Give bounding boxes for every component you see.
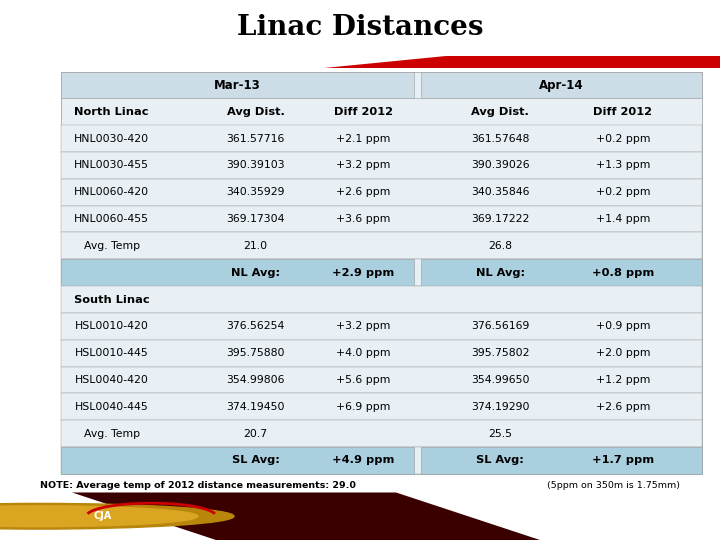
FancyBboxPatch shape: [61, 340, 702, 367]
Text: SL Avg:: SL Avg:: [232, 455, 279, 465]
Text: NL Avg:: NL Avg:: [231, 268, 280, 278]
Text: +0.2 ppm: +0.2 ppm: [595, 187, 650, 197]
Text: 369.17222: 369.17222: [471, 214, 530, 224]
Text: HNL0060-420: HNL0060-420: [74, 187, 149, 197]
Text: +0.2 ppm: +0.2 ppm: [595, 133, 650, 144]
Text: 21.0: 21.0: [243, 241, 268, 251]
Text: Jefferson Lab: Jefferson Lab: [578, 514, 677, 526]
Text: +3.6 ppm: +3.6 ppm: [336, 214, 391, 224]
Polygon shape: [324, 56, 720, 68]
FancyBboxPatch shape: [61, 313, 702, 340]
Text: +2.6 ppm: +2.6 ppm: [336, 187, 391, 197]
Text: +2.9 ppm: +2.9 ppm: [333, 268, 395, 278]
FancyBboxPatch shape: [421, 259, 702, 286]
Circle shape: [0, 506, 198, 526]
FancyBboxPatch shape: [61, 152, 702, 179]
Text: +1.3 ppm: +1.3 ppm: [595, 160, 650, 171]
Text: 390.39026: 390.39026: [471, 160, 530, 171]
FancyBboxPatch shape: [61, 447, 414, 474]
FancyBboxPatch shape: [61, 98, 702, 125]
Text: 340.35846: 340.35846: [471, 187, 530, 197]
Text: HSL0040-420: HSL0040-420: [75, 375, 148, 385]
Text: 361.57716: 361.57716: [226, 133, 285, 144]
Text: +0.8 ppm: +0.8 ppm: [592, 268, 654, 278]
Text: +3.2 ppm: +3.2 ppm: [336, 160, 391, 171]
Text: HNL0030-455: HNL0030-455: [74, 160, 149, 171]
Text: +5.6 ppm: +5.6 ppm: [336, 375, 391, 385]
Text: Diff 2012: Diff 2012: [593, 107, 652, 117]
Text: Avg Dist.: Avg Dist.: [227, 107, 284, 117]
Text: 374.19290: 374.19290: [471, 402, 530, 412]
FancyBboxPatch shape: [61, 367, 702, 393]
FancyBboxPatch shape: [61, 206, 702, 233]
Text: Mar-13: Mar-13: [215, 78, 261, 91]
Text: Apr-14: Apr-14: [539, 78, 584, 91]
FancyBboxPatch shape: [61, 233, 702, 259]
Text: South Linac: South Linac: [73, 294, 150, 305]
Text: +1.2 ppm: +1.2 ppm: [595, 375, 650, 385]
FancyBboxPatch shape: [61, 72, 702, 474]
Text: Avg Dist.: Avg Dist.: [472, 107, 529, 117]
FancyBboxPatch shape: [61, 125, 702, 152]
FancyBboxPatch shape: [61, 286, 702, 313]
Text: Avg. Temp: Avg. Temp: [84, 241, 140, 251]
FancyBboxPatch shape: [61, 72, 414, 98]
Text: 390.39103: 390.39103: [226, 160, 285, 171]
Text: 354.99806: 354.99806: [226, 375, 285, 385]
FancyBboxPatch shape: [61, 259, 702, 286]
Text: HSL0010-445: HSL0010-445: [75, 348, 148, 358]
Text: NL Avg:: NL Avg:: [476, 268, 525, 278]
Text: 20.7: 20.7: [243, 429, 268, 438]
FancyBboxPatch shape: [61, 179, 702, 206]
Text: NOTE: Average temp of 2012 distance measurements: 29.0: NOTE: Average temp of 2012 distance meas…: [40, 481, 356, 490]
Circle shape: [0, 503, 234, 529]
FancyBboxPatch shape: [421, 447, 702, 474]
Text: +4.9 ppm: +4.9 ppm: [333, 455, 395, 465]
Text: HSL0010-420: HSL0010-420: [75, 321, 148, 332]
Text: Avg. Temp: Avg. Temp: [84, 429, 140, 438]
FancyBboxPatch shape: [61, 259, 414, 286]
Text: Linac Distances: Linac Distances: [237, 14, 483, 40]
Text: +2.0 ppm: +2.0 ppm: [595, 348, 650, 358]
Text: Diff 2012: Diff 2012: [334, 107, 393, 117]
Text: +1.4 ppm: +1.4 ppm: [595, 214, 650, 224]
Text: (5ppm on 350m is 1.75mm): (5ppm on 350m is 1.75mm): [547, 481, 680, 490]
Text: SL Avg:: SL Avg:: [477, 455, 524, 465]
Text: +0.9 ppm: +0.9 ppm: [595, 321, 650, 332]
Text: 361.57648: 361.57648: [471, 133, 530, 144]
FancyBboxPatch shape: [421, 72, 702, 98]
Text: +6.9 ppm: +6.9 ppm: [336, 402, 391, 412]
Text: 369.17304: 369.17304: [226, 214, 285, 224]
Text: HSL0040-445: HSL0040-445: [75, 402, 148, 412]
FancyBboxPatch shape: [61, 447, 702, 474]
Text: 26.8: 26.8: [488, 241, 513, 251]
Text: +2.6 ppm: +2.6 ppm: [595, 402, 650, 412]
Text: +4.0 ppm: +4.0 ppm: [336, 348, 391, 358]
Text: 374.19450: 374.19450: [226, 402, 285, 412]
FancyBboxPatch shape: [61, 393, 702, 420]
Text: 376.56169: 376.56169: [471, 321, 530, 332]
Text: North Linac: North Linac: [74, 107, 149, 117]
Polygon shape: [72, 492, 540, 540]
Text: HNL0060-455: HNL0060-455: [74, 214, 149, 224]
Text: CJA: CJA: [94, 511, 112, 521]
Text: 376.56254: 376.56254: [226, 321, 285, 332]
Text: 354.99650: 354.99650: [471, 375, 530, 385]
Text: +2.1 ppm: +2.1 ppm: [336, 133, 391, 144]
Text: 395.75802: 395.75802: [471, 348, 530, 358]
Text: +3.2 ppm: +3.2 ppm: [336, 321, 391, 332]
Text: 340.35929: 340.35929: [226, 187, 285, 197]
Text: HNL0030-420: HNL0030-420: [74, 133, 149, 144]
Text: 25.5: 25.5: [488, 429, 513, 438]
Text: 395.75880: 395.75880: [226, 348, 285, 358]
FancyBboxPatch shape: [61, 420, 702, 447]
Text: +1.7 ppm: +1.7 ppm: [592, 455, 654, 465]
